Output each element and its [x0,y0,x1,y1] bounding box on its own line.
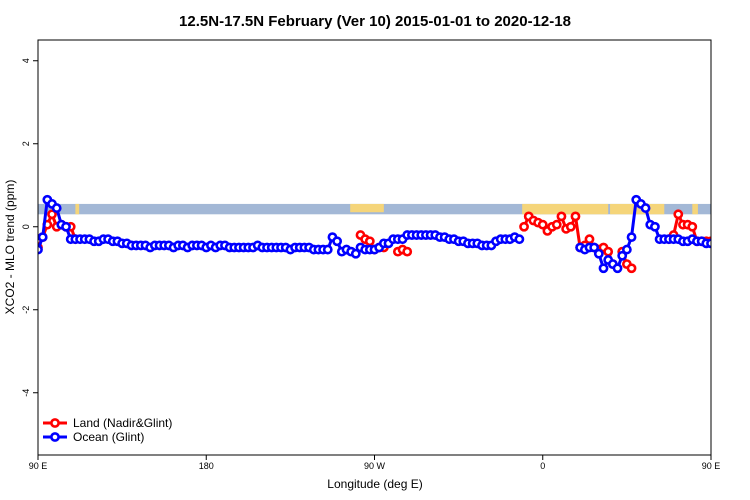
land-mask-4 [692,203,698,215]
x-tick-label: 90 E [702,461,721,471]
y-axis-label: XCO2 - MLO trend (ppm) [3,180,17,315]
ocean-point [598,263,609,274]
y-tick-label: 2 [21,141,31,146]
ocean-point [617,250,628,261]
ocean-point [514,234,525,245]
chart-title: 12.5N-17.5N February (Ver 10) 2015-01-01… [179,13,571,30]
ocean-point [721,242,728,249]
ocean-point [745,242,750,249]
legend-label: Land (Nadir&Glint) [73,416,172,430]
ocean-point [51,203,62,213]
x-tick-label: 90 E [29,461,48,471]
ocean-point [650,221,660,232]
x-tick-label: 90 W [364,461,386,471]
land-point [47,209,57,220]
land-point [565,221,576,232]
ocean-point [593,248,604,259]
legend: Land (Nadir&Glint)Ocean (Glint) [43,416,172,444]
legend-marker [50,432,60,442]
land-point [673,209,684,220]
ocean-point [322,244,333,255]
ocean-point [726,242,733,249]
land-point [626,263,637,274]
legend-marker [50,418,60,428]
land-point [556,211,567,222]
land-point [570,211,581,222]
land-point [551,219,562,230]
land-point [364,236,375,247]
land-mask-2 [522,203,609,215]
land-point [584,234,595,245]
land-point [519,221,529,232]
land-point [402,246,413,257]
ocean-point [621,244,632,255]
y-tick-label: 4 [21,58,31,63]
land-point [537,219,548,230]
x-tick-label: 180 [199,461,214,471]
ocean-point [640,203,651,213]
ocean-point [717,242,724,249]
land-point [603,246,614,257]
ocean-point [731,244,738,251]
x-axis-label: Longitude (deg E) [327,477,422,491]
land-mask-3 [610,203,665,215]
ocean-point [740,242,747,249]
y-tick-label: -4 [21,389,31,397]
legend-label: Ocean (Glint) [73,430,144,444]
land-mask-0 [75,203,80,215]
ocean-point [612,263,623,274]
ocean-point [710,243,711,247]
ocean-point [735,242,742,249]
land-mask-1 [350,203,384,213]
ocean-point [706,238,711,249]
ocean-point [626,232,637,243]
y-tick-label: -2 [21,306,31,314]
ocean-point [61,221,71,232]
ocean-point [332,236,343,247]
plot-area [38,194,750,274]
ocean-point [589,242,600,253]
x-tick-label: 0 [540,461,545,471]
land-point [687,221,698,232]
y-tick-label: 0 [21,224,31,229]
ocean-point [350,248,361,259]
ocean-point [38,232,48,243]
